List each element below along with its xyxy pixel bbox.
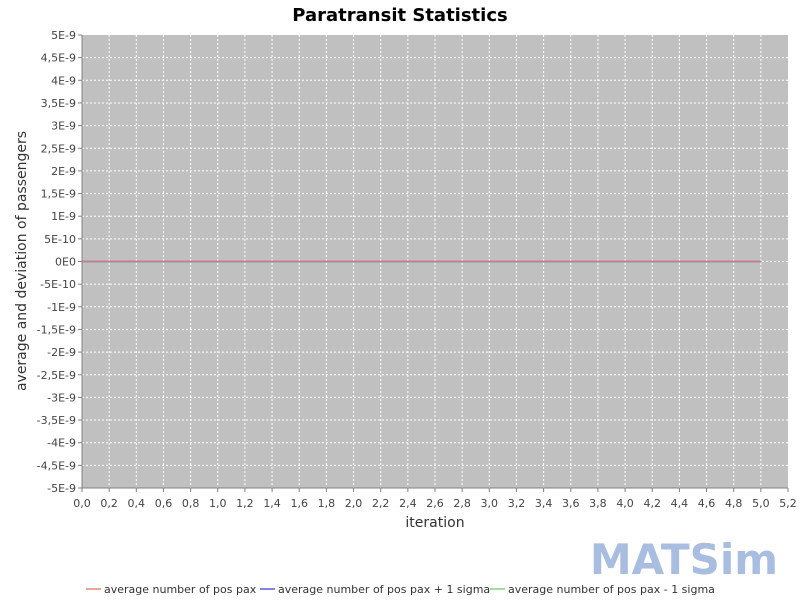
legend-item-label: average number of pos pax - 1 sigma (508, 583, 715, 596)
y-tick-label: -5E-10 (40, 278, 76, 291)
x-tick-label: 4,0 (616, 497, 634, 510)
x-tick-label: 4,2 (643, 497, 661, 510)
y-tick-label: -3,5E-9 (37, 414, 76, 427)
x-tick-label: 0,6 (155, 497, 173, 510)
y-axis-label: average and deviation of passengers (14, 131, 30, 391)
y-tick-label: 3,5E-9 (41, 97, 76, 110)
x-tick-label: 0,4 (128, 497, 146, 510)
x-tick-label: 3,6 (562, 497, 580, 510)
y-tick-label: -4E-9 (47, 437, 76, 450)
x-tick-label: 2,4 (399, 497, 417, 510)
x-tick-label: 4,6 (698, 497, 716, 510)
x-axis-label: iteration (405, 515, 464, 531)
x-tick-label: 3,2 (508, 497, 526, 510)
x-tick-label: 3,8 (589, 497, 607, 510)
y-tick-label: 1E-9 (51, 210, 76, 223)
x-tick-label: 5,2 (779, 497, 797, 510)
y-tick-label: -4,5E-9 (37, 459, 76, 472)
x-tick-label: 3,0 (481, 497, 499, 510)
chart-title: Paratransit Statistics (292, 5, 507, 26)
x-tick-label: 2,0 (345, 497, 363, 510)
x-tick-label: 5,0 (752, 497, 770, 510)
x-tick-label: 0,0 (73, 497, 91, 510)
legend: average number of pos pax average number … (86, 583, 715, 596)
y-tick-label: 1,5E-9 (41, 188, 76, 201)
legend-item-label: average number of pos pax (104, 583, 257, 596)
x-tick-label: 0,8 (182, 497, 200, 510)
y-tick-label: -2E-9 (47, 346, 76, 359)
x-tick-label: 4,4 (671, 497, 689, 510)
x-tick-label: 2,6 (426, 497, 444, 510)
y-tick-label: -3E-9 (47, 391, 76, 404)
x-tick-label: 0,2 (100, 497, 118, 510)
matsim-logo: MATSim (590, 535, 778, 584)
x-tick-label: 4,8 (725, 497, 743, 510)
x-tick-label: 2,8 (453, 497, 471, 510)
y-tick-label: -1E-9 (47, 301, 76, 314)
x-tick-label: 1,0 (209, 497, 227, 510)
x-tick-label: 3,4 (535, 497, 553, 510)
legend-item-label: average number of pos pax + 1 sigma (278, 583, 490, 596)
y-tick-label: 3E-9 (51, 120, 76, 133)
y-tick-label: 4,5E-9 (41, 52, 76, 65)
x-tick-label: 2,2 (372, 497, 390, 510)
x-tick-label: 1,4 (263, 497, 281, 510)
y-axis: 5E-9 4,5E-9 4E-9 3,5E-9 3E-9 2,5E-9 2E-9 1,5E-9… (37, 29, 83, 495)
y-tick-label: 5E-9 (51, 29, 76, 42)
y-tick-label: 2,5E-9 (41, 142, 76, 155)
x-tick-label: 1,6 (290, 497, 308, 510)
y-tick-label: -5E-9 (47, 482, 76, 495)
x-tick-label: 1,8 (318, 497, 336, 510)
x-tick-label: 1,2 (236, 497, 254, 510)
y-tick-label: 4E-9 (51, 74, 76, 87)
y-tick-label: 2E-9 (51, 165, 76, 178)
y-tick-label: 0E0 (55, 256, 76, 269)
x-axis: 0,0 0,2 0,4 0,6 0,8 1,0 1,2 1,4 1,6 1,8 2,0 2,2 2,4 2… (73, 487, 797, 510)
y-tick-label: -1,5E-9 (37, 323, 76, 336)
y-tick-label: 5E-10 (44, 233, 76, 246)
y-tick-label: -2,5E-9 (37, 369, 76, 382)
